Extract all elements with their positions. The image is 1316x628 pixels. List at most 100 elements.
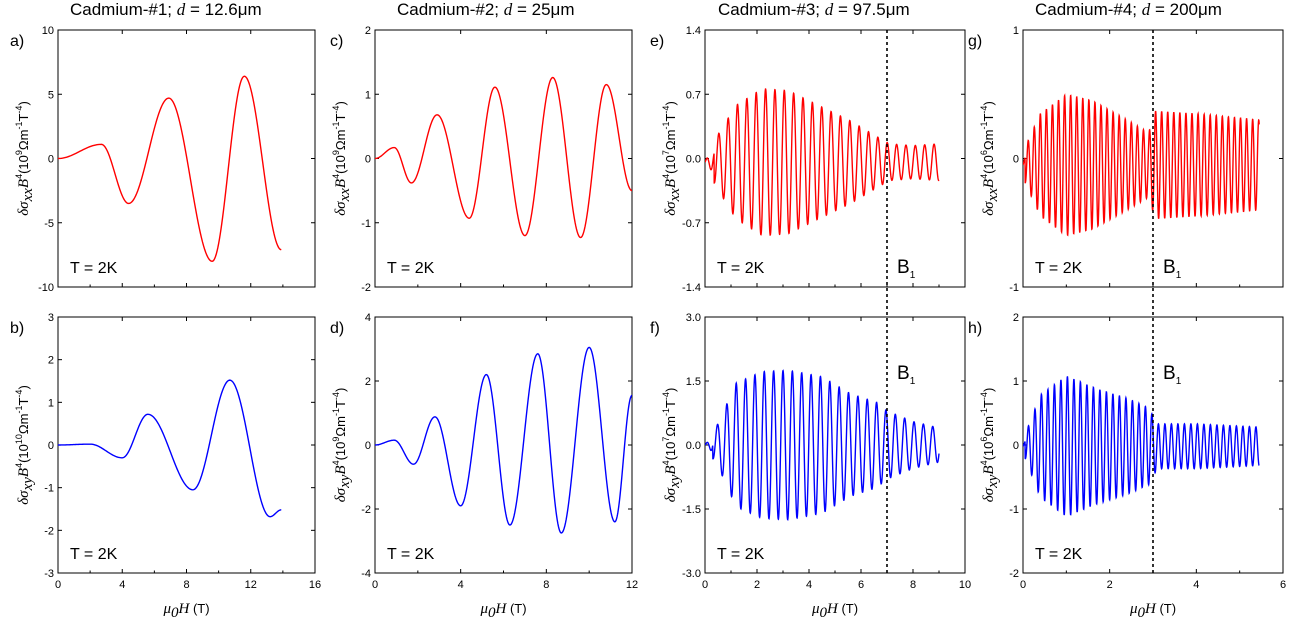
panel-letter: a) [10,33,24,50]
y-label-scale-exp: 10 [14,434,24,444]
y-tick-label: 3.0 [686,312,701,324]
y-label-close: ) [981,388,996,392]
y-tick-label: 1 [1013,25,1019,37]
y-tick-label: 0 [365,154,371,166]
y-label-b: B [16,468,32,477]
y-label-ohm-exp: -1 [979,408,989,416]
b1-main: B [897,363,910,384]
y-label-ohm-exp: -1 [661,408,671,416]
y-tick-label: -2 [44,525,54,537]
b1-marker-label: B1 [1163,257,1182,281]
y-tick-label: -1 [44,483,54,495]
data-series-line [705,369,940,521]
y-label-sigma: δσ [663,201,679,216]
temperature-label: T = 2K [387,546,435,563]
x-label-var: H [826,601,839,617]
b1-sub: 1 [910,270,916,281]
x-tick-label: 4 [1193,579,1199,591]
y-label-b: B [333,179,349,188]
y-label-sigma: δσ [663,487,679,502]
x-tick-label: 4 [119,579,125,591]
y-label-b-exp: 4 [14,463,24,468]
y-tick-label: 2 [48,355,54,367]
y-label-b: B [663,179,679,188]
y-tick-label: 0 [48,440,54,452]
y-axis-label: δσxxB4(107Ωm-1T-4) [661,101,683,216]
y-label-ohm: Ωm [16,414,31,435]
y-tick-label: 0.7 [686,89,701,101]
b1-sub: 1 [910,376,916,387]
y-tick-label: -5 [44,218,54,230]
y-label-sigma: δσ [333,201,349,216]
x-axis-label: μ0H (T) [811,601,858,621]
data-series-line [375,76,632,239]
y-label-t: T [981,114,996,122]
x-tick-label: 10 [959,579,971,591]
x-label-mu: μ [479,601,488,617]
x-tick-label: 0 [702,579,708,591]
y-label-ohm: Ωm [981,416,996,437]
y-tick-label: -1.5 [682,504,701,516]
y-tick-label: 1.4 [686,25,701,37]
data-series-line [1023,376,1260,516]
y-label-ohm-exp: -1 [14,406,24,414]
x-tick-label: 16 [309,579,321,591]
data-series-line [1023,93,1260,237]
panel-c: 210-1-2c)δσxxB4(109Ωm-1T-4)T = 2K [330,25,633,294]
y-tick-label: 0 [1013,440,1019,452]
panel-letter: f) [650,320,660,337]
x-label-unit: (T) [506,601,526,616]
panel-b: 0 4 8 12 163210-1-2-3b)δσxyB4(1010Ωm-1T-4)μ0… [10,312,321,621]
data-series-line [705,88,940,236]
panel-letter: d) [330,320,344,337]
title-var: d [824,0,834,19]
y-label-close: ) [663,101,678,105]
x-axis-label: μ0H (T) [162,601,209,621]
y-tick-label: 4 [365,312,371,324]
x-tick-label: 8 [910,579,916,591]
title-var: d [176,0,186,19]
y-axis-label: δσxyB4(106Ωm-1T-4) [979,388,1001,503]
temperature-label: T = 2K [717,260,765,277]
panel-letter: e) [650,33,664,50]
y-label-sub: xy [985,474,1001,489]
y-label-sigma: δσ [981,487,997,502]
y-tick-label: 5 [48,89,54,101]
y-tick-label: 2 [365,376,371,388]
x-label-sub: 0 [819,605,827,621]
x-tick-label: 8 [183,579,189,591]
y-label-t-exp: -4 [331,106,341,114]
x-label-sub: 0 [1137,605,1145,621]
y-tick-label: -2 [1009,568,1019,580]
panel-e: 1.40.70.0-0.7-1.4e)δσxxB4(107Ωm-1T-4)T =… [650,25,966,294]
y-tick-label: -2 [361,504,371,516]
y-label-b: B [981,465,997,474]
x-tick-label: 0 [372,579,378,591]
y-label-t: T [981,400,996,408]
y-tick-label: 2 [365,25,371,37]
y-axis-label: δσxyB4(109Ωm-1T-4) [331,388,353,503]
y-label-t-exp: -4 [661,106,671,114]
column-title-3: Cadmium-#3; d = 97.5μm [718,0,910,20]
x-tick-label: 4 [458,579,464,591]
y-tick-label: 0 [48,154,54,166]
y-label-scale-exp: 7 [661,150,671,155]
y-label-scale-exp: 9 [14,150,24,155]
y-label-open: (10 [663,442,678,461]
y-label-t-exp: -4 [661,392,671,400]
x-label-unit: (T) [189,601,209,616]
y-label-scale-exp: 7 [661,437,671,442]
x-tick-label: 0 [1020,579,1026,591]
y-label-close: ) [663,388,678,392]
y-label-b: B [16,179,32,188]
x-tick-label: 8 [543,579,549,591]
y-label-t: T [663,114,678,122]
x-label-mu: μ [811,601,820,617]
x-tick-label: 0 [55,579,61,591]
y-label-t-exp: -4 [979,392,989,400]
y-label-b: B [981,179,997,188]
y-tick-label: 0 [1013,154,1019,166]
y-label-t: T [16,398,31,406]
